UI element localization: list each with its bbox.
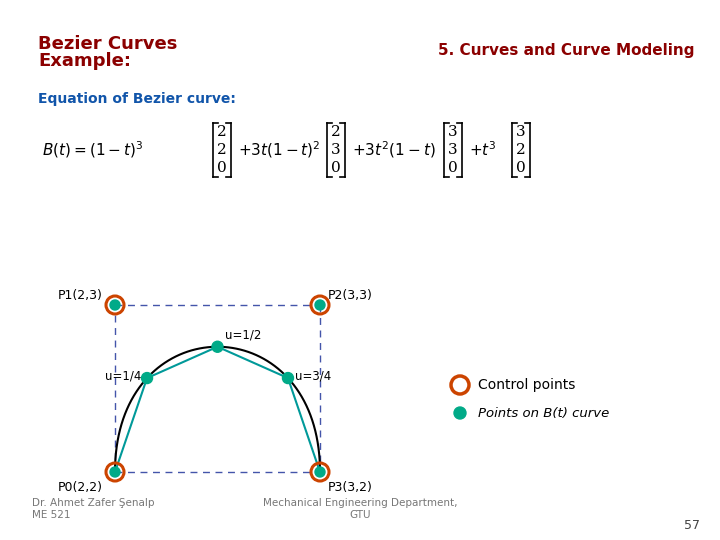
Text: u=3/4: u=3/4 bbox=[295, 369, 331, 382]
Text: P1(2,3): P1(2,3) bbox=[58, 288, 103, 301]
Text: 2: 2 bbox=[217, 143, 227, 157]
Text: Points on B(t) curve: Points on B(t) curve bbox=[478, 407, 609, 420]
Text: u=1/2: u=1/2 bbox=[225, 328, 261, 341]
Text: Equation of Bezier curve:: Equation of Bezier curve: bbox=[38, 92, 236, 106]
Text: Bezier Curves: Bezier Curves bbox=[38, 35, 177, 53]
Circle shape bbox=[315, 467, 325, 477]
Text: $+t^3$: $+t^3$ bbox=[469, 140, 497, 159]
Text: P2(3,3): P2(3,3) bbox=[328, 288, 373, 301]
Text: $B(t) = (1-t)^3$: $B(t) = (1-t)^3$ bbox=[42, 140, 143, 160]
Circle shape bbox=[282, 373, 294, 383]
Text: 3: 3 bbox=[331, 143, 341, 157]
Text: P3(3,2): P3(3,2) bbox=[328, 482, 373, 495]
Text: 2: 2 bbox=[516, 143, 526, 157]
Circle shape bbox=[110, 467, 120, 477]
Text: 57: 57 bbox=[684, 519, 700, 532]
Text: 0: 0 bbox=[516, 161, 526, 175]
Circle shape bbox=[142, 373, 153, 383]
Circle shape bbox=[110, 300, 120, 310]
Circle shape bbox=[212, 341, 223, 352]
Text: Control points: Control points bbox=[478, 378, 575, 392]
Text: 0: 0 bbox=[331, 161, 341, 175]
Text: 0: 0 bbox=[217, 161, 227, 175]
Text: Dr. Ahmet Zafer Şenalp
ME 521: Dr. Ahmet Zafer Şenalp ME 521 bbox=[32, 498, 155, 520]
Circle shape bbox=[315, 300, 325, 310]
Text: P0(2,2): P0(2,2) bbox=[58, 482, 103, 495]
Text: 2: 2 bbox=[331, 125, 341, 139]
Text: 0: 0 bbox=[448, 161, 458, 175]
Text: u=1/4: u=1/4 bbox=[105, 369, 141, 382]
Text: $+3t^2(1-t)$: $+3t^2(1-t)$ bbox=[352, 140, 436, 160]
Circle shape bbox=[454, 407, 466, 419]
Text: Mechanical Engineering Department,
GTU: Mechanical Engineering Department, GTU bbox=[263, 498, 457, 520]
Text: 3: 3 bbox=[516, 125, 526, 139]
Text: 3: 3 bbox=[448, 125, 458, 139]
Text: 5. Curves and Curve Modeling: 5. Curves and Curve Modeling bbox=[438, 43, 695, 58]
Text: $+3t(1-t)^2$: $+3t(1-t)^2$ bbox=[238, 140, 320, 160]
Text: Example:: Example: bbox=[38, 52, 131, 70]
Text: 3: 3 bbox=[448, 143, 458, 157]
Text: 2: 2 bbox=[217, 125, 227, 139]
